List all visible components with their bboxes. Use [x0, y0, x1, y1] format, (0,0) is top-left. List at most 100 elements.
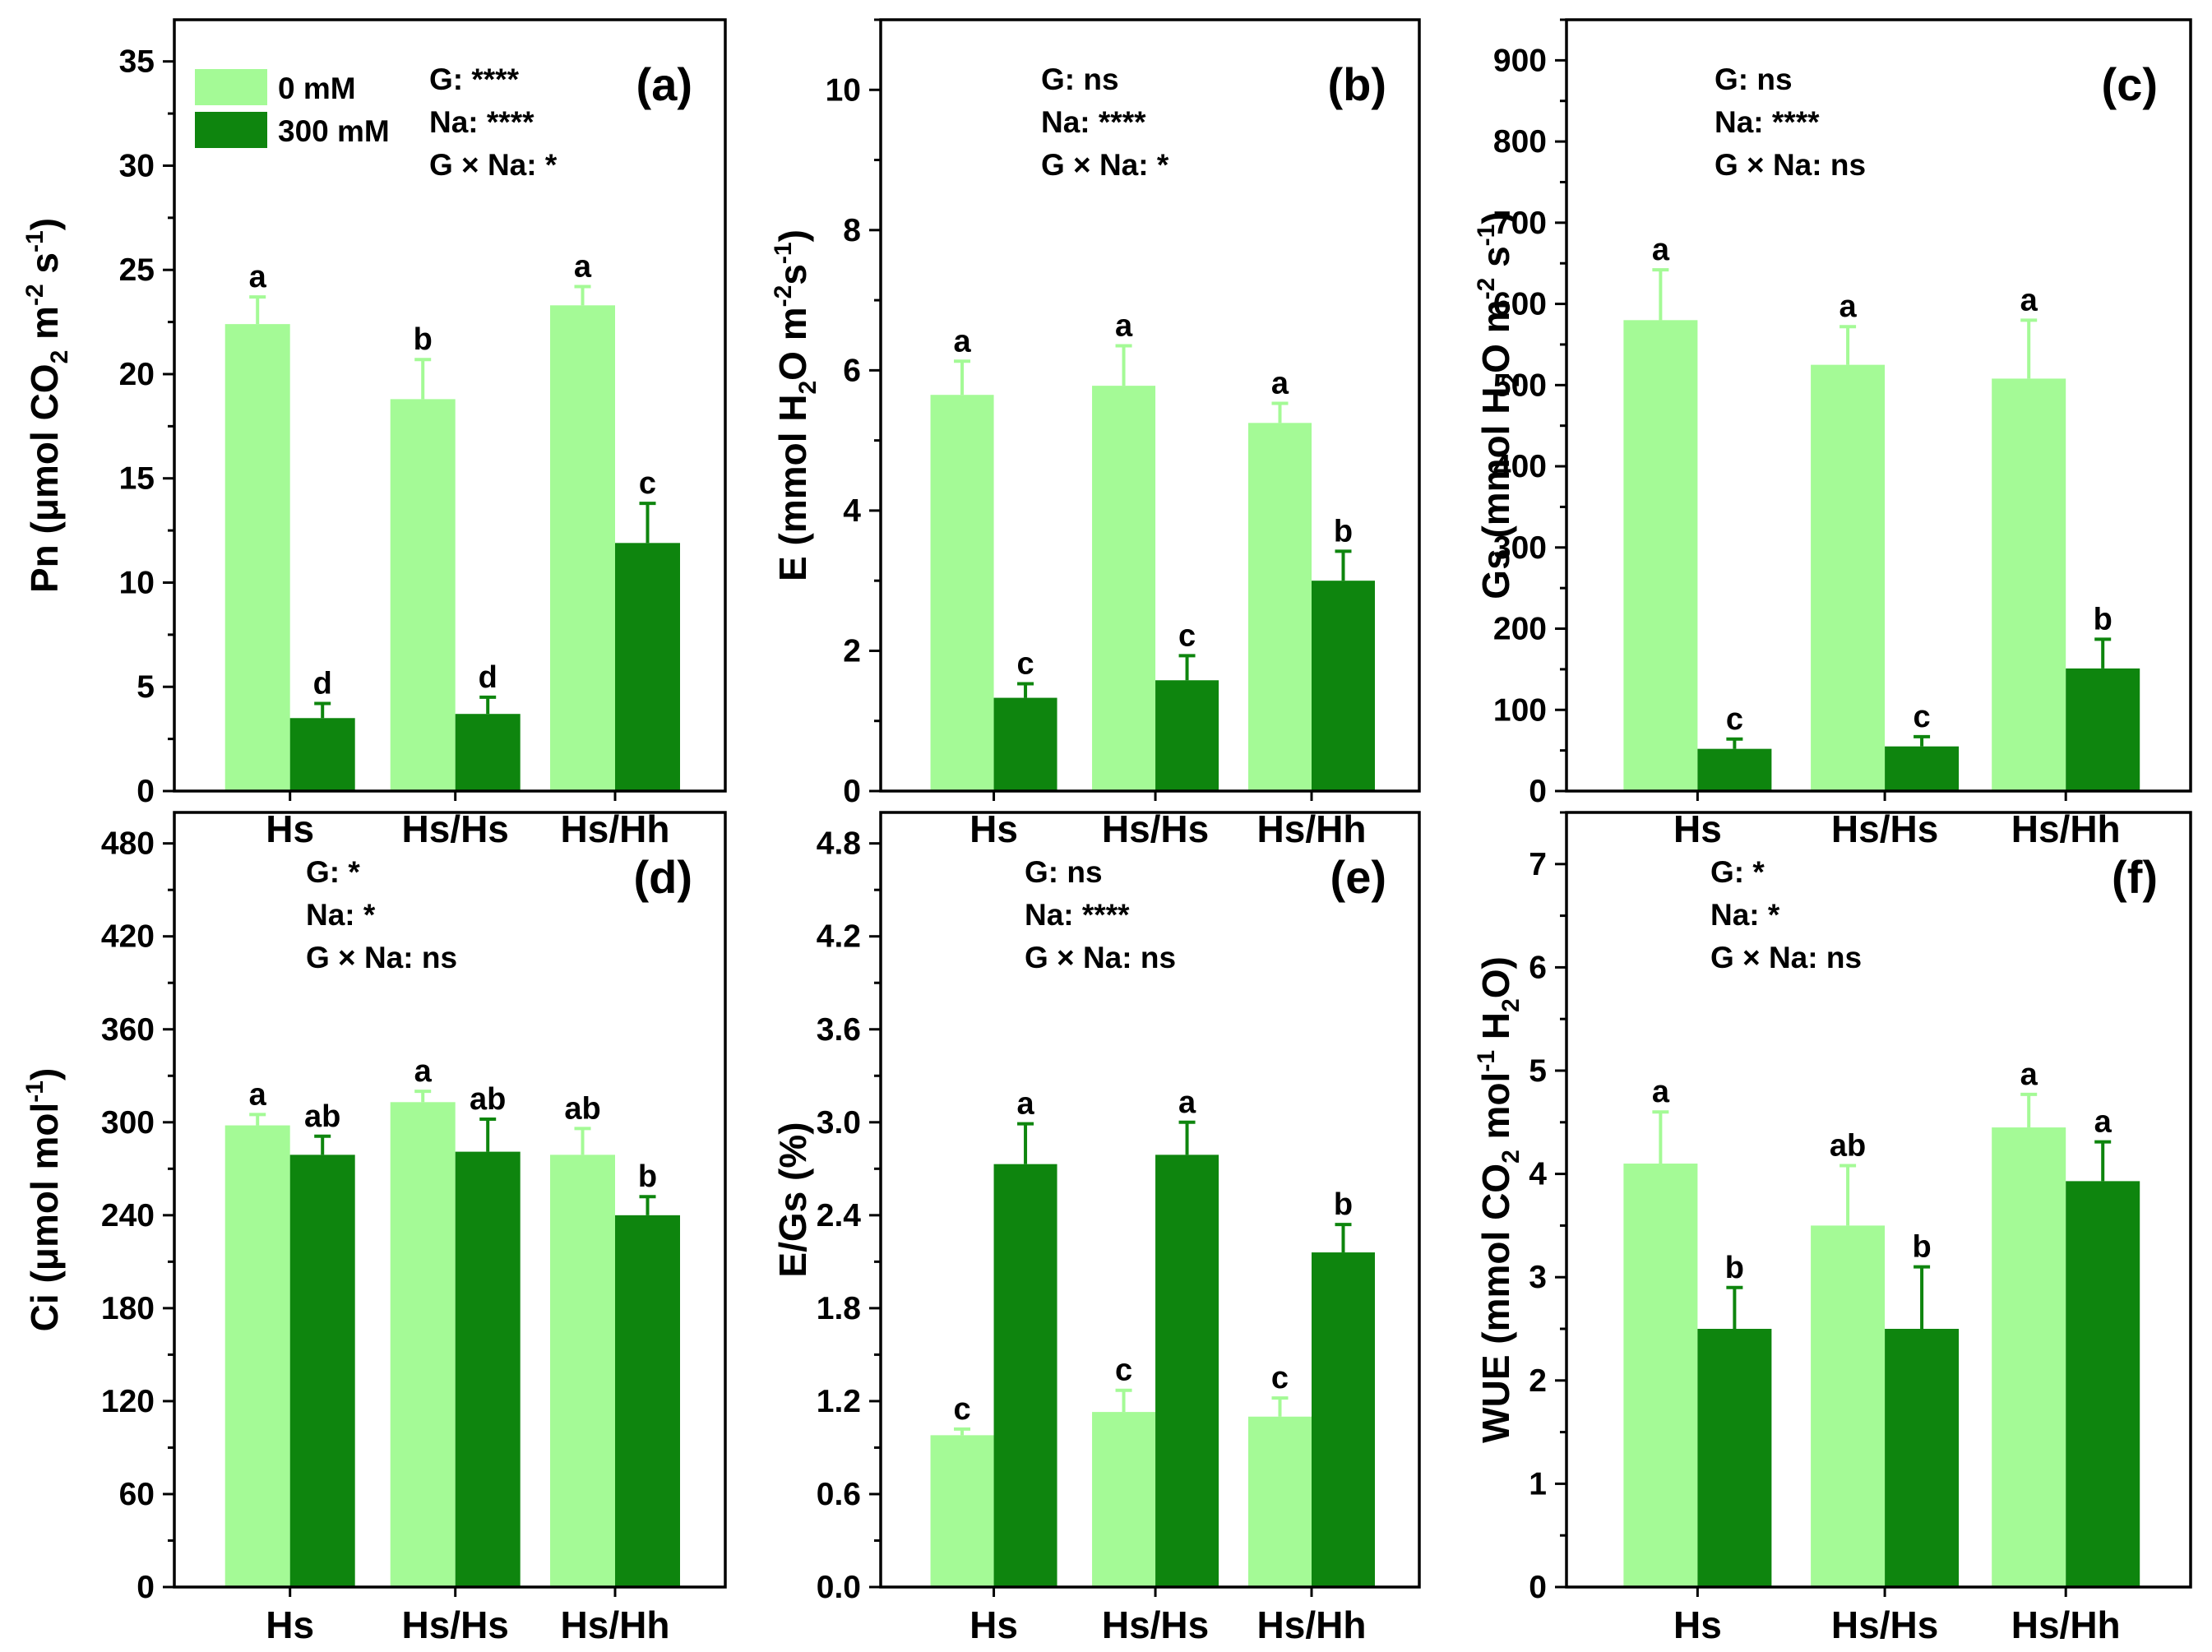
significance-letter: ab — [470, 1082, 506, 1117]
y-tick-label: 500 — [1493, 368, 1547, 403]
y-tick-label: 20 — [119, 357, 155, 392]
y-tick-label: 700 — [1493, 206, 1547, 241]
y-tick-label: 0 — [137, 1570, 155, 1605]
plot-frame — [879, 18, 1421, 793]
y-tick-label: 10 — [119, 565, 155, 600]
significance-letter: ab — [564, 1091, 600, 1126]
significance-letter: b — [1912, 1230, 1931, 1265]
y-tick-label: 2 — [1529, 1363, 1547, 1399]
category-label: Hs/Hh — [561, 1603, 670, 1646]
y-tick-label: 180 — [101, 1291, 155, 1326]
category-label: Hs/Hs — [1102, 807, 1209, 850]
stat-line: G: ns — [1041, 62, 1119, 96]
category-label: Hs — [266, 807, 314, 850]
bar-hs-hs-0mM — [1811, 1225, 1886, 1587]
bar-hs-hh-300mM — [2066, 668, 2140, 791]
y-tick-label: 800 — [1493, 124, 1547, 160]
bar-hs-hh-300mM — [2066, 1181, 2140, 1587]
bar-hs-hs-300mM — [1885, 1329, 1960, 1587]
significance-letter: a — [953, 324, 971, 359]
bar-hs-hs-300mM — [1155, 1155, 1219, 1587]
significance-letter: d — [313, 667, 332, 701]
significance-letter: b — [638, 1159, 657, 1194]
bar-hs-hs-0mM — [390, 1102, 456, 1587]
significance-letter: b — [1334, 1187, 1353, 1222]
bar-hs-hh-300mM — [1312, 1252, 1375, 1587]
panel-label: (f) — [2112, 851, 2158, 903]
stat-line: G × Na: ns — [306, 941, 457, 974]
bar-hs-hs-0mM — [1092, 386, 1156, 791]
y-axis-title: E (mmol H2O m-2s-1) — [770, 229, 821, 581]
y-tick-label: 25 — [119, 252, 155, 288]
significance-letter: ab — [304, 1099, 340, 1134]
y-axis-title: Gs (mmol H2O m-2 s-1) — [1473, 211, 1525, 599]
bar-hs-hs-300mM — [455, 1151, 521, 1587]
y-tick-label: 60 — [119, 1477, 155, 1512]
y-tick-label: 5 — [137, 669, 155, 705]
y-tick-label: 7 — [1529, 847, 1547, 882]
stat-line: G × Na: ns — [1025, 941, 1176, 974]
stat-line: G: **** — [429, 62, 520, 96]
y-axis-title: WUE (mmol CO2 mol-1 H2O) — [1473, 956, 1525, 1443]
y-tick-label: 4 — [1529, 1157, 1547, 1192]
significance-letter: c — [639, 466, 656, 501]
panel-label: (c) — [2102, 58, 2158, 110]
category-label: Hs/Hs — [1831, 1603, 1938, 1646]
category-label: Hs — [1673, 1603, 1722, 1646]
significance-letter: c — [1115, 1354, 1132, 1388]
y-tick-label: 120 — [101, 1384, 155, 1419]
significance-letter: b — [1334, 514, 1353, 548]
bar-hs-0mM — [930, 395, 994, 791]
y-tick-label: 3 — [1529, 1260, 1547, 1295]
stat-line: Na: **** — [1041, 105, 1146, 139]
significance-letter: a — [414, 1054, 433, 1089]
y-tick-label: 600 — [1493, 287, 1547, 322]
significance-letter: c — [1271, 1361, 1289, 1395]
significance-letter: a — [1271, 366, 1289, 400]
y-axis-title: E/Gs (%) — [771, 1122, 814, 1277]
significance-letter: a — [1178, 1085, 1196, 1120]
stat-line: G: * — [306, 855, 360, 889]
y-tick-label: 10 — [826, 72, 861, 108]
significance-letter: c — [1178, 618, 1196, 653]
y-tick-label: 2.4 — [817, 1198, 862, 1233]
category-label: Hs/Hh — [1257, 807, 1367, 850]
panel-c: a c Hs a c Hs/Hs a b Hs/Hh 0 100 200 300 400 500 600 700… — [1473, 18, 2192, 850]
y-tick-label: 35 — [119, 44, 155, 80]
bar-hs-0mM — [1623, 320, 1698, 792]
y-tick-label: 5 — [1529, 1053, 1547, 1089]
category-label: Hs/Hh — [1257, 1603, 1367, 1646]
category-label: Hs/Hh — [561, 807, 670, 850]
bar-hs-hh-300mM — [615, 543, 680, 791]
bar-hs-0mM — [1623, 1164, 1698, 1587]
bar-hs-hs-0mM — [1811, 364, 1886, 791]
category-label: Hs/Hh — [2011, 1603, 2121, 1646]
stat-line: G × Na: * — [429, 148, 558, 182]
bar-hs-300mM — [1697, 748, 1772, 791]
significance-letter: a — [2094, 1105, 2113, 1140]
y-tick-label: 300 — [101, 1105, 155, 1141]
significance-letter: b — [1725, 1251, 1744, 1285]
stat-line: Na: * — [1710, 898, 1780, 932]
y-tick-label: 0 — [137, 774, 155, 809]
stat-line: Na: **** — [429, 105, 534, 139]
bar-hs-hh-300mM — [615, 1215, 680, 1587]
bar-hs-hs-300mM — [1885, 746, 1960, 791]
y-tick-label: 3.0 — [817, 1105, 861, 1141]
stat-line: G: ns — [1715, 62, 1793, 96]
y-tick-label: 30 — [119, 148, 155, 183]
significance-letter: ab — [1830, 1129, 1866, 1164]
significance-letter: c — [1016, 647, 1034, 682]
bar-hs-hh-0mM — [1992, 1127, 2066, 1587]
y-tick-label: 4.2 — [817, 919, 861, 955]
stat-line: G: * — [1710, 855, 1765, 889]
bar-hs-300mM — [289, 1155, 355, 1587]
y-tick-label: 0.0 — [817, 1570, 861, 1605]
significance-letter: a — [249, 260, 267, 294]
panel-label: (e) — [1330, 851, 1386, 903]
bar-hs-hs-0mM — [1092, 1412, 1156, 1587]
bar-hs-0mM — [224, 1125, 290, 1587]
category-label: Hs/Hs — [402, 807, 509, 850]
